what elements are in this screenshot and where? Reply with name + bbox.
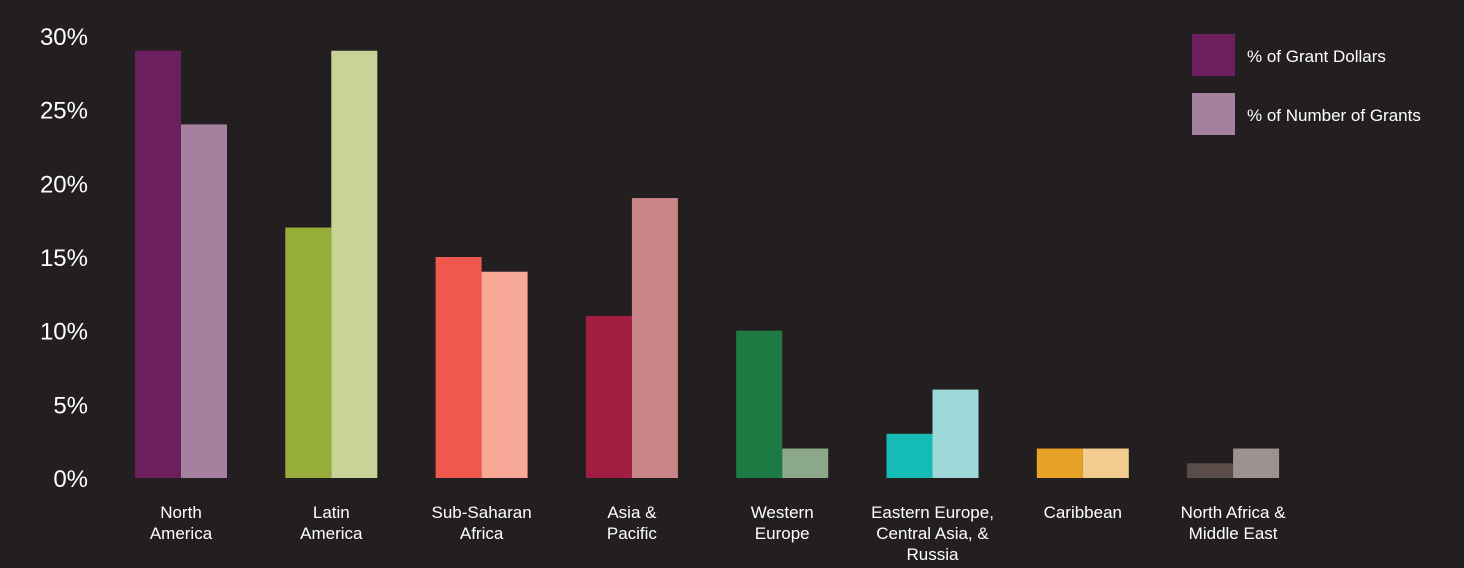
bar bbox=[736, 330, 783, 478]
y-tick-label: 25% bbox=[40, 98, 88, 125]
bar bbox=[435, 257, 482, 478]
legend-swatch-number-of-grants bbox=[1192, 93, 1235, 135]
bar bbox=[782, 448, 829, 478]
x-tick-label: Eastern Europe, Central Asia, & Russia bbox=[871, 503, 994, 564]
y-tick-label: 0% bbox=[53, 466, 88, 493]
bar bbox=[481, 271, 528, 478]
y-tick-label: 10% bbox=[40, 319, 88, 346]
legend: % of Grant Dollars % of Number of Grants bbox=[1192, 34, 1421, 135]
x-tick-label: North America bbox=[150, 503, 213, 543]
y-tick-label: 30% bbox=[40, 24, 88, 51]
legend-label-grant-dollars: % of Grant Dollars bbox=[1247, 47, 1386, 66]
x-tick-label: Sub-Saharan Africa bbox=[432, 503, 532, 543]
bar bbox=[631, 198, 678, 479]
bar bbox=[331, 50, 378, 478]
bar bbox=[1233, 448, 1280, 478]
bar bbox=[932, 389, 979, 478]
x-tick-label: Caribbean bbox=[1044, 503, 1122, 522]
y-tick-label: 5% bbox=[53, 392, 88, 419]
bar bbox=[1036, 448, 1083, 478]
legend-swatch-grant-dollars bbox=[1192, 34, 1235, 76]
bar bbox=[886, 433, 933, 478]
bar bbox=[1082, 448, 1129, 478]
bars bbox=[135, 50, 1280, 479]
x-axis: North America Latin America Sub-Saharan Afric… bbox=[150, 503, 1286, 564]
x-tick-label: Western Europe bbox=[751, 503, 814, 543]
bar bbox=[181, 124, 227, 479]
x-tick-label: Latin America bbox=[300, 503, 363, 543]
bar bbox=[1187, 463, 1234, 478]
legend-label-number-of-grants: % of Number of Grants bbox=[1247, 106, 1421, 125]
bar bbox=[285, 227, 332, 478]
bar bbox=[135, 50, 181, 478]
x-tick-label: North Africa & Middle East bbox=[1181, 503, 1287, 543]
y-tick-label: 15% bbox=[40, 245, 88, 272]
x-tick-label: Asia & Pacific bbox=[607, 503, 658, 543]
y-axis: 0% 5% 10% 15% 20% 25% 30% bbox=[40, 24, 88, 493]
y-tick-label: 20% bbox=[40, 171, 88, 198]
bar bbox=[585, 315, 632, 478]
